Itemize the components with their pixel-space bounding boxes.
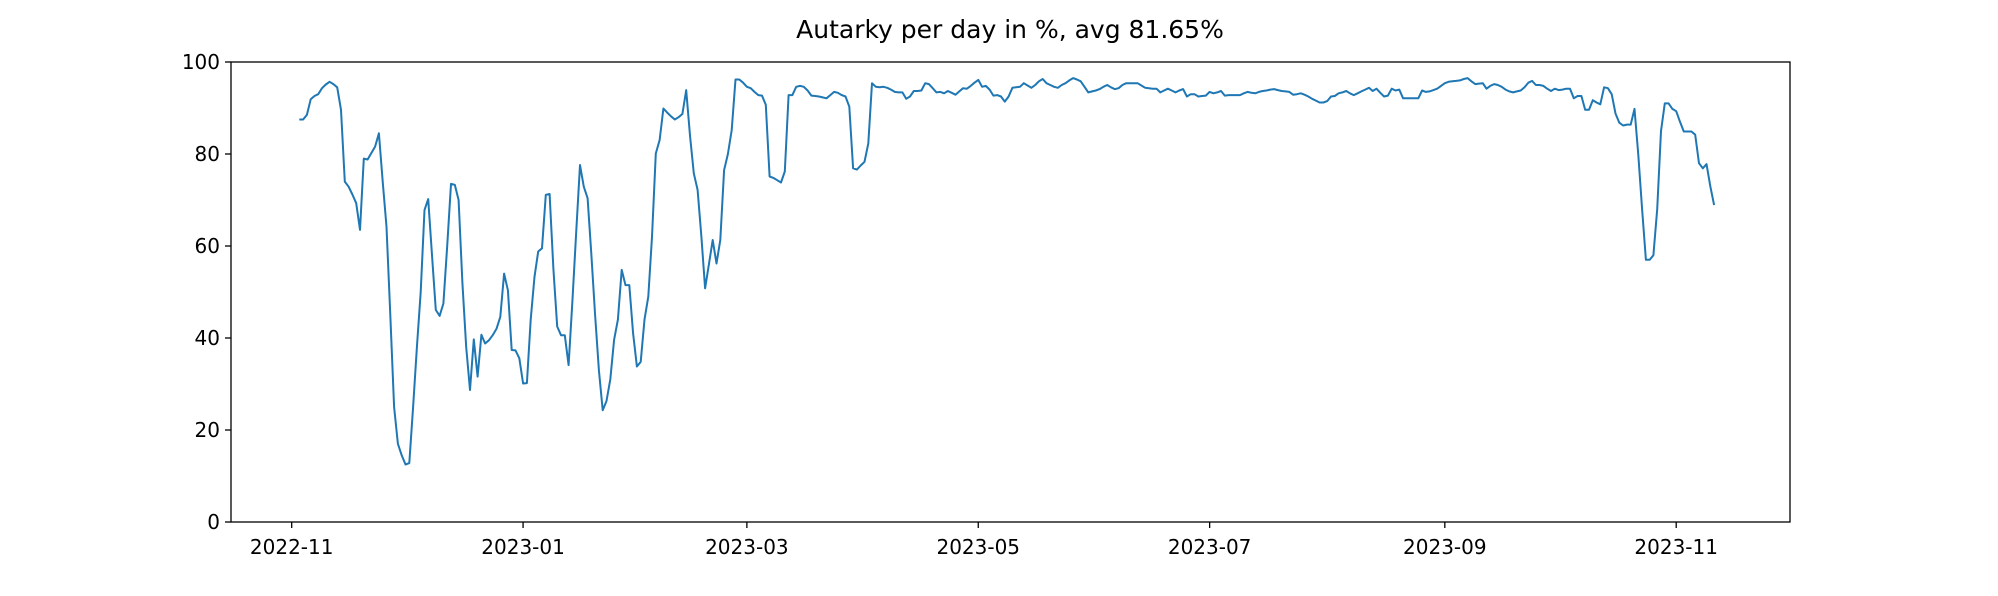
chart-title: Autarky per day in %, avg 81.65%: [796, 15, 1224, 44]
x-tick-label: 2023-03: [705, 535, 789, 559]
x-tick-label: 2023-01: [481, 535, 565, 559]
series-line: [299, 77, 1716, 466]
x-tick-label: 2023-11: [1634, 535, 1718, 559]
y-tick-label: 80: [195, 142, 220, 166]
x-tick-label: 2023-07: [1168, 535, 1252, 559]
y-axis: 0 20 40 60 80 100: [182, 50, 231, 534]
x-axis: 2022-11 2023-01 2023-03 2023-05 2023-07 2023-…: [250, 522, 1718, 559]
y-tick-label: 20: [195, 418, 220, 442]
plot-area-frame: [230, 61, 1791, 523]
x-tick-label: 2023-09: [1403, 535, 1487, 559]
x-tick-label: 2022-11: [250, 535, 334, 559]
x-tick-label: 2023-05: [936, 535, 1020, 559]
y-tick-label: 100: [182, 50, 220, 74]
y-tick-label: 0: [207, 510, 220, 534]
y-tick-label: 60: [195, 234, 220, 258]
y-tick-label: 40: [195, 326, 220, 350]
